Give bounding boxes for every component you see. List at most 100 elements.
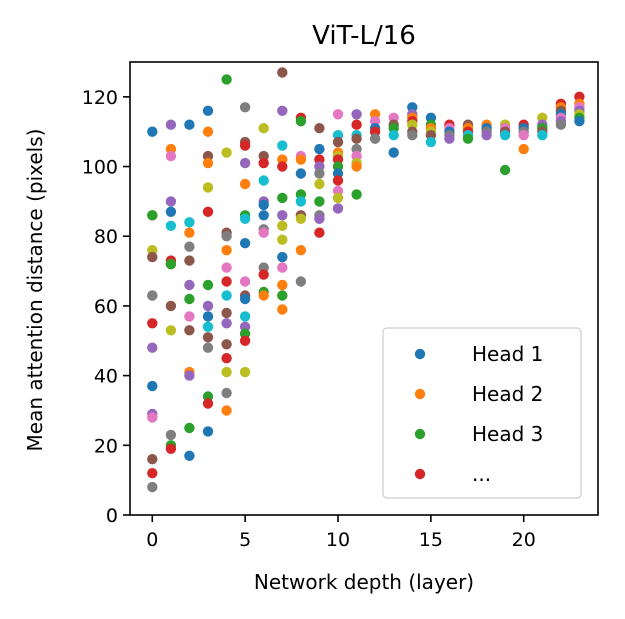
y-axis-ticks: 0 20 40 60 80 100 120 [82, 87, 130, 527]
x-tick-label: 5 [239, 529, 251, 551]
data-point [184, 255, 195, 266]
y-tick-label: 60 [94, 296, 118, 318]
data-point [202, 311, 214, 322]
data-point [184, 241, 195, 252]
data-point [258, 199, 269, 211]
data-point [481, 130, 492, 141]
data-point [221, 147, 232, 158]
data-point [277, 251, 288, 263]
data-point [165, 150, 177, 162]
data-point [184, 279, 195, 291]
y-tick-label: 80 [94, 226, 118, 248]
data-point [388, 130, 399, 141]
data-point [165, 300, 177, 312]
data-point [277, 210, 288, 221]
data-point [184, 325, 195, 336]
data-point [239, 178, 251, 190]
data-point [295, 116, 307, 127]
data-point [499, 164, 511, 176]
y-tick-label: 40 [94, 366, 118, 388]
data-point [184, 227, 195, 238]
data-point [239, 335, 251, 346]
y-tick-label: 100 [82, 157, 118, 179]
data-point [351, 161, 362, 172]
data-point [258, 157, 269, 169]
x-tick-label: 15 [419, 529, 443, 551]
data-point [574, 116, 585, 127]
data-point [147, 468, 158, 479]
data-point [165, 258, 177, 270]
legend-marker [414, 348, 426, 360]
data-point [239, 213, 251, 224]
data-point [295, 245, 307, 256]
data-point [202, 342, 214, 353]
y-tick-label: 120 [82, 87, 118, 109]
data-point [388, 147, 399, 158]
data-point [184, 422, 195, 434]
y-tick-label: 0 [106, 505, 118, 527]
data-point [221, 276, 232, 287]
data-point [184, 370, 195, 381]
data-point [314, 143, 325, 155]
data-point [202, 332, 214, 343]
legend-box [382, 327, 582, 499]
data-point [425, 136, 437, 148]
x-tick-label: 0 [146, 529, 158, 551]
data-point [202, 321, 214, 332]
data-point [221, 262, 232, 273]
data-point [165, 325, 177, 336]
data-point [184, 450, 195, 461]
data-point [258, 290, 269, 301]
data-point [202, 157, 214, 169]
data-point [314, 213, 325, 224]
data-point [221, 290, 232, 301]
data-point [202, 300, 214, 312]
data-point [202, 126, 214, 137]
data-point [239, 276, 251, 287]
data-point [277, 67, 288, 78]
legend-marker [414, 388, 426, 400]
legend-label: Head 1 [472, 342, 543, 366]
data-point [165, 119, 177, 130]
data-point [184, 217, 195, 228]
data-point [202, 426, 214, 437]
data-point [332, 203, 344, 214]
data-point [258, 175, 269, 186]
data-point [258, 269, 269, 280]
data-point [202, 206, 214, 217]
data-point [221, 353, 232, 364]
data-point [239, 366, 251, 378]
data-point [184, 293, 195, 305]
data-point [277, 290, 288, 301]
x-tick-label: 10 [326, 529, 350, 551]
data-point [147, 412, 158, 423]
x-axis-ticks: 0 5 10 15 20 [146, 515, 536, 551]
data-point [239, 238, 251, 249]
data-point [202, 105, 214, 117]
legend-marker [414, 468, 426, 480]
data-point [258, 123, 269, 134]
plot-frame [129, 61, 599, 516]
data-point [202, 398, 214, 409]
data-point [239, 102, 251, 113]
legend-items: Head 1 Head 2 Head 3... [414, 342, 543, 486]
data-point [147, 342, 158, 353]
data-point [239, 293, 251, 305]
data-point [147, 290, 158, 301]
data-point [221, 366, 232, 378]
data-point [314, 227, 325, 238]
data-point [202, 279, 214, 291]
data-point [351, 109, 362, 120]
data-point [314, 168, 325, 179]
data-point [295, 168, 307, 179]
data-point [221, 405, 232, 416]
data-point [444, 133, 455, 144]
data-point [147, 318, 158, 329]
data-point [165, 220, 177, 231]
data-point [277, 161, 288, 172]
data-point [258, 210, 269, 221]
data-points [147, 67, 585, 493]
data-point [277, 304, 288, 315]
data-point [221, 339, 232, 350]
